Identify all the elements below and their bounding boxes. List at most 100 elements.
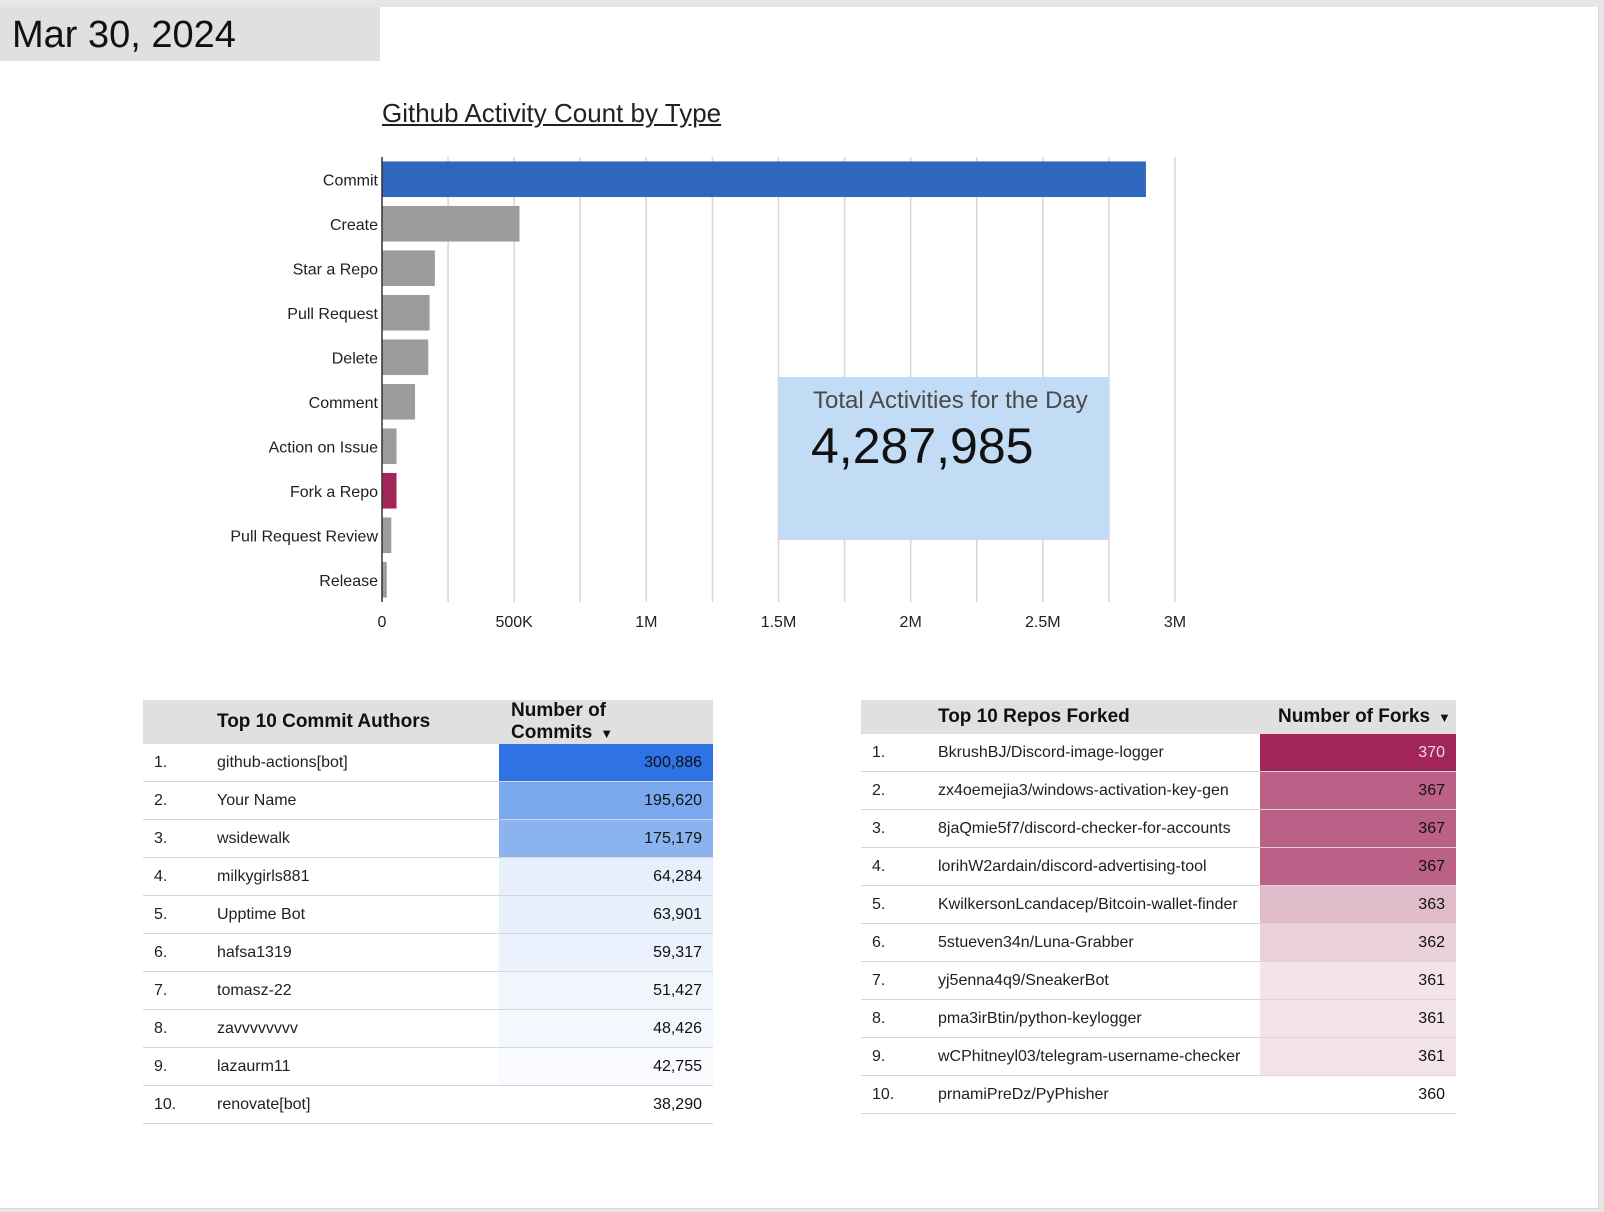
- repos-forked-header[interactable]: Top 10 Repos Forked: [938, 700, 1260, 734]
- table-row[interactable]: 7. tomasz-22 51,427: [143, 971, 713, 1010]
- commit-authors-header[interactable]: Top 10 Commit Authors: [217, 700, 499, 744]
- category-label: Pull Request Review: [230, 528, 378, 545]
- table-row[interactable]: 9. wCPhitneyl03/telegram-username-checker…: [861, 1037, 1456, 1076]
- table-row[interactable]: 6. hafsa1319 59,317: [143, 933, 713, 972]
- table-header-row: Top 10 Commit Authors Number of Commits ▼: [143, 700, 713, 744]
- row-name: pma3irBtin/python-keylogger: [938, 999, 1260, 1038]
- table-row[interactable]: 2. Your Name 195,620: [143, 781, 713, 820]
- row-rank: 9.: [861, 1037, 938, 1076]
- table-row[interactable]: 5. Upptime Bot 63,901: [143, 895, 713, 934]
- row-value: 367: [1260, 847, 1456, 886]
- table-row[interactable]: 7. yj5enna4q9/SneakerBot 361: [861, 961, 1456, 1000]
- row-value: 361: [1260, 1037, 1456, 1076]
- number-of-forks-header-label: Number of Forks: [1278, 706, 1431, 727]
- row-rank: 1.: [861, 734, 938, 772]
- category-label: Commit: [323, 172, 379, 189]
- table-row[interactable]: 1. github-actions[bot] 300,886: [143, 744, 713, 782]
- bar-comment: [382, 383, 416, 420]
- sort-descending-icon[interactable]: ▼: [1438, 710, 1451, 725]
- table-row[interactable]: 3. 8jaQmie5f7/discord-checker-for-account…: [861, 809, 1456, 848]
- row-value: 300,886: [499, 744, 713, 782]
- row-rank: 10.: [143, 1085, 217, 1124]
- row-name: wsidewalk: [217, 819, 499, 858]
- row-value: 367: [1260, 809, 1456, 848]
- number-of-commits-header-label: Number of Commits: [511, 700, 606, 743]
- table-row[interactable]: 4. lorihW2ardain/discord-advertising-tool…: [861, 847, 1456, 886]
- table-row[interactable]: 3. wsidewalk 175,179: [143, 819, 713, 858]
- category-label: Release: [319, 573, 378, 590]
- row-rank: 6.: [861, 923, 938, 962]
- bar-action-on-issue: [382, 428, 397, 465]
- number-of-forks-header[interactable]: Number of Forks ▼: [1260, 700, 1456, 734]
- row-name: BkrushBJ/Discord-image-logger: [938, 734, 1260, 772]
- row-name: lazaurm11: [217, 1047, 499, 1086]
- x-tick-label: 2M: [900, 614, 922, 631]
- row-rank: 7.: [143, 971, 217, 1010]
- kpi-label: Total Activities for the Day: [813, 387, 1088, 414]
- bar-delete: [382, 339, 429, 376]
- x-tick-label: 1.5M: [761, 614, 797, 631]
- row-rank: 2.: [143, 781, 217, 820]
- row-value: 362: [1260, 923, 1456, 962]
- row-name: zx4oemejia3/windows-activation-key-gen: [938, 771, 1260, 810]
- row-rank: 9.: [143, 1047, 217, 1086]
- row-value: 63,901: [499, 895, 713, 934]
- x-tick-label: 3M: [1164, 614, 1186, 631]
- number-of-commits-header[interactable]: Number of Commits ▼: [499, 700, 713, 744]
- row-name: hafsa1319: [217, 933, 499, 972]
- table-row[interactable]: 5. KwilkersonLcandacep/Bitcoin-wallet-fin…: [861, 885, 1456, 924]
- rank-header: [143, 700, 217, 744]
- category-label: Pull Request: [287, 306, 378, 323]
- table-row[interactable]: 8. pma3irBtin/python-keylogger 361: [861, 999, 1456, 1038]
- table-row[interactable]: 9. lazaurm11 42,755: [143, 1047, 713, 1086]
- bar-create: [382, 205, 520, 242]
- row-name: KwilkersonLcandacep/Bitcoin-wallet-finde…: [938, 885, 1260, 924]
- row-value: 64,284: [499, 857, 713, 896]
- row-value: 42,755: [499, 1047, 713, 1086]
- row-rank: 1.: [143, 744, 217, 782]
- table-row[interactable]: 2. zx4oemejia3/windows-activation-key-gen…: [861, 771, 1456, 810]
- row-value: 48,426: [499, 1009, 713, 1048]
- bar-commit: [382, 161, 1146, 198]
- table-row[interactable]: 4. milkygirls881 64,284: [143, 857, 713, 896]
- table-row[interactable]: 10. prnamiPreDz/PyPhisher 360: [861, 1075, 1456, 1114]
- bar-pull-request-review: [382, 517, 392, 554]
- bar-star-a-repo: [382, 250, 435, 287]
- activity-bar-chart: Commit Create Star a Repo Pull Request Delet…: [230, 157, 1186, 631]
- bar-release: [382, 561, 387, 598]
- row-rank: 4.: [861, 847, 938, 886]
- x-tick-label: 500K: [495, 614, 533, 631]
- category-label: Create: [330, 217, 378, 234]
- category-label: Delete: [332, 350, 378, 367]
- row-value: 38,290: [499, 1085, 713, 1124]
- row-value: 361: [1260, 961, 1456, 1000]
- report-canvas: Mar 30, 2024 Github Activity Count by Ty…: [0, 7, 1599, 1209]
- row-name: lorihW2ardain/discord-advertising-tool: [938, 847, 1260, 886]
- bar-pull-request: [382, 294, 430, 331]
- sort-descending-icon[interactable]: ▼: [600, 726, 614, 741]
- total-activities-scorecard: Total Activities for the Day 4,287,985: [779, 377, 1109, 540]
- row-rank: 3.: [861, 809, 938, 848]
- row-value: 360: [1260, 1075, 1456, 1114]
- repos-forked-header-label: Top 10 Repos Forked: [938, 706, 1130, 727]
- row-rank: 2.: [861, 771, 938, 810]
- chart-title: Github Activity Count by Type: [382, 98, 722, 128]
- row-rank: 3.: [143, 819, 217, 858]
- row-rank: 5.: [861, 885, 938, 924]
- commit-authors-header-label: Top 10 Commit Authors: [217, 711, 431, 732]
- row-rank: 6.: [143, 933, 217, 972]
- row-value: 363: [1260, 885, 1456, 924]
- x-tick-label: 1M: [635, 614, 657, 631]
- row-value: 367: [1260, 771, 1456, 810]
- table-row[interactable]: 1. BkrushBJ/Discord-image-logger 370: [861, 734, 1456, 772]
- row-value: 370: [1260, 734, 1456, 772]
- table-row[interactable]: 10. renovate[bot] 38,290: [143, 1085, 713, 1124]
- kpi-value: 4,287,985: [811, 418, 1034, 474]
- table-row[interactable]: 6. 5stueven34n/Luna-Grabber 362: [861, 923, 1456, 962]
- row-rank: 10.: [861, 1075, 938, 1114]
- row-value: 195,620: [499, 781, 713, 820]
- category-label: Action on Issue: [269, 439, 379, 456]
- table-row[interactable]: 8. zavvvvvvvv 48,426: [143, 1009, 713, 1048]
- repos-forked-table: Top 10 Repos Forked Number of Forks ▼ 1. B…: [861, 700, 1456, 1114]
- row-name: 5stueven34n/Luna-Grabber: [938, 923, 1260, 962]
